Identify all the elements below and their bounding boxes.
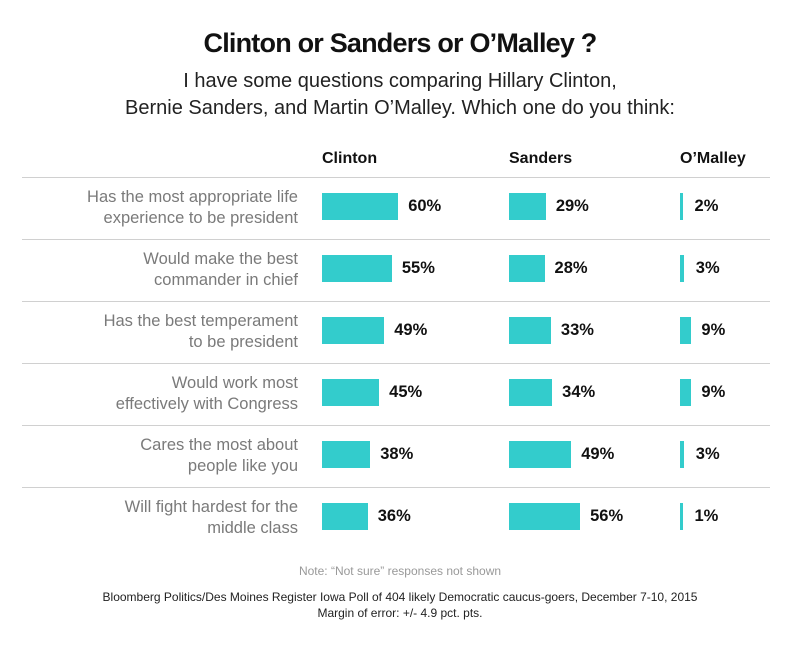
data-label: 45% [389, 383, 423, 401]
row-divider [22, 487, 770, 488]
subtitle-line: I have some questions comparing Hillary … [183, 70, 617, 92]
row-label: Has the best temperament to be president [20, 311, 298, 353]
row-label: Cares the most about people like you [20, 435, 298, 477]
bar [680, 379, 692, 406]
data-label: 34% [562, 383, 596, 401]
bar [322, 441, 371, 468]
data-label: 29% [555, 197, 589, 215]
chart-source: Bloomberg Politics/Des Moines Register I… [0, 589, 800, 621]
data-label: 3% [695, 445, 720, 463]
column-header: Clinton [322, 150, 378, 167]
row-label-line: Has the best temperament [103, 312, 298, 330]
bar [322, 503, 368, 530]
data-label: 36% [377, 507, 411, 525]
subtitle-line: Bernie Sanders, and Martin O’Malley. Whi… [125, 97, 675, 119]
bar [322, 255, 392, 282]
row-label-line: people like you [187, 457, 298, 475]
data-label: 1% [694, 507, 719, 525]
bar [680, 317, 692, 344]
source-line: Margin of error: +/- 4.9 pct. pts. [317, 606, 483, 620]
row-label-line: experience to be president [103, 209, 298, 227]
row-label-line: Would make the best [143, 250, 298, 268]
column-header: Sanders [509, 150, 573, 167]
data-label: 38% [380, 445, 414, 463]
data-label: 49% [394, 321, 428, 339]
row-label-line: Has the most appropriate life [87, 188, 298, 206]
data-label: 3% [695, 259, 720, 277]
row-label-line: Will fight hardest for the [124, 498, 298, 516]
row-label-line: to be president [188, 333, 298, 351]
bar [322, 193, 399, 220]
row-label: Will fight hardest for the middle class [20, 497, 298, 539]
data-label: 33% [560, 321, 594, 339]
row-label-line: middle class [207, 519, 298, 537]
bar [509, 317, 551, 344]
data-label: 2% [694, 197, 719, 215]
row-label-line: Would work most [171, 374, 298, 392]
bar [680, 255, 684, 282]
row-divider [22, 239, 770, 240]
data-label: 49% [581, 445, 615, 463]
data-label: 60% [408, 197, 442, 215]
bar [680, 503, 683, 530]
data-label: 55% [401, 259, 435, 277]
bar [509, 441, 572, 468]
data-label: 28% [554, 259, 588, 277]
bar [322, 317, 385, 344]
row-label-line: commander in chief [154, 271, 298, 289]
bar [509, 193, 546, 220]
bar [509, 255, 545, 282]
row-divider [22, 301, 770, 302]
chart-title: Clinton or Sanders or O’Malley ? [203, 28, 598, 58]
row-divider [22, 425, 770, 426]
bar [680, 441, 684, 468]
row-divider [22, 177, 770, 178]
column-header: O’Malley [680, 150, 746, 167]
bar [509, 379, 553, 406]
data-label: 56% [590, 507, 624, 525]
chart-note: Note: “Not sure” responses not shown [298, 564, 502, 578]
bar [322, 379, 380, 406]
row-label: Would work most effectively with Congress [20, 373, 298, 415]
chart-subtitle: I have some questions comparing Hillary … [0, 68, 800, 122]
row-label-line: Cares the most about [140, 436, 298, 454]
bar [680, 193, 683, 220]
row-label: Would make the best commander in chief [20, 249, 298, 291]
source-line: Bloomberg Politics/Des Moines Register I… [102, 590, 698, 604]
row-label: Has the most appropriate life experience … [20, 187, 298, 229]
row-label-line: effectively with Congress [115, 395, 298, 413]
row-divider [22, 363, 770, 364]
data-label: 9% [701, 321, 726, 339]
data-label: 9% [701, 383, 726, 401]
bar [509, 503, 581, 530]
